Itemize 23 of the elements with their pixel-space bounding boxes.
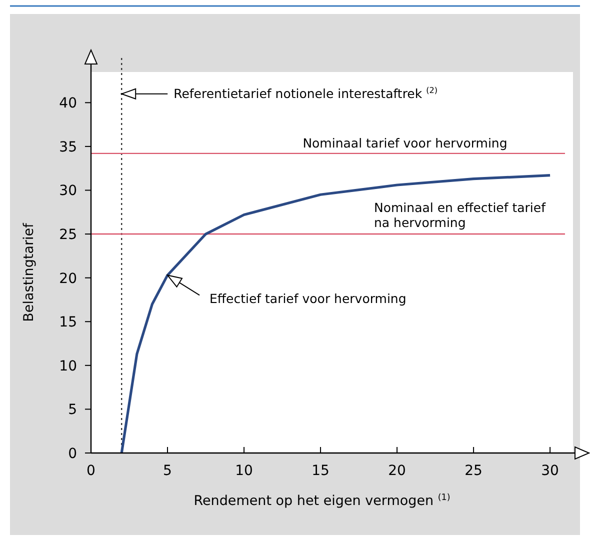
y-tick-label: 25 <box>59 227 77 244</box>
y-tick-label: 0 <box>68 446 77 462</box>
y-tick-label: 40 <box>59 96 77 112</box>
y-tick-label: 10 <box>59 358 77 374</box>
x-tick-label: 25 <box>464 463 482 479</box>
line-series <box>120 174 552 454</box>
y-tick-label: 20 <box>59 270 77 287</box>
y-axis-title: Belastingtarief <box>21 222 37 322</box>
y-tick-label: 15 <box>59 314 77 331</box>
x-tick-label: 10 <box>235 463 253 479</box>
annotation: Referentietarief notionele interestaftrek $^{(2)}$ <box>174 84 438 101</box>
ref-line-label: Nominaal tarief voor hervorming <box>302 135 508 150</box>
y-tick-label: 5 <box>68 402 77 418</box>
annotation: Effectief tarief voor hervorming <box>210 291 406 306</box>
ref-line-label: Nominaal en effectief tarief na hervorming <box>374 200 546 230</box>
y-tick-label: 35 <box>59 139 77 156</box>
x-tick-label: 0 <box>86 463 96 479</box>
x-tick-label: 5 <box>163 463 172 479</box>
x-tick-label: 20 <box>388 463 406 479</box>
x-tick-label: 15 <box>312 463 330 479</box>
x-axis-title: Rendement op het eigen vermogen $^{(1)}$ <box>194 493 450 509</box>
y-tick-label: 30 <box>59 183 77 200</box>
x-tick-label: 30 <box>541 463 559 479</box>
